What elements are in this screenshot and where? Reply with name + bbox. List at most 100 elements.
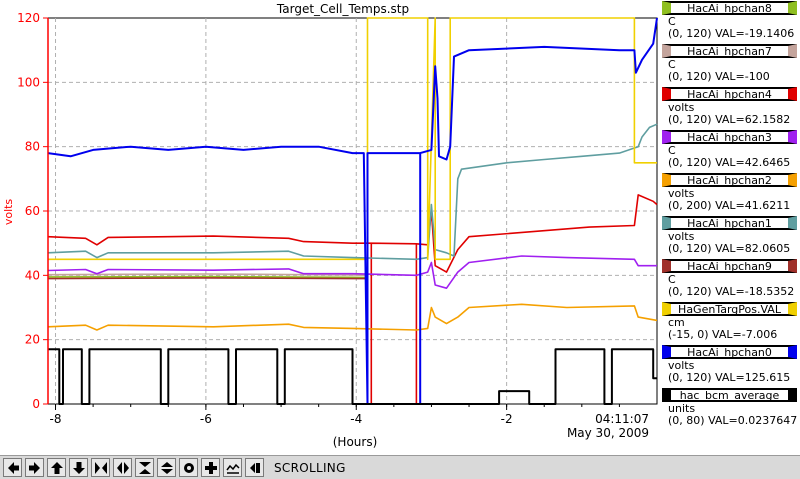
- scrolling-status: SCROLLING: [274, 460, 346, 475]
- legend-readout: VAL=42.6465: [715, 156, 791, 169]
- chart-title: Target_Cell_Temps.stp: [276, 2, 409, 16]
- legend-series-range: (0, 120) VAL=-19.1406: [668, 28, 794, 40]
- legend-entry[interactable]: HaGenTargPos.VAL cm (-15, 0) VAL=-7.006: [658, 301, 800, 344]
- cursor-icon[interactable]: [245, 458, 264, 477]
- legend-series-range: (0, 120) VAL=125.615: [668, 372, 790, 384]
- y-tick-label: 100: [17, 75, 40, 89]
- timestamp-date: May 30, 2009: [567, 426, 649, 440]
- legend-entry[interactable]: hac_bcm_average units (0, 80) VAL=0.023764…: [658, 387, 800, 430]
- legend-series-range: (0, 200) VAL=41.6211: [668, 200, 790, 212]
- x-tick-label: -2: [501, 412, 513, 426]
- legend-entry[interactable]: HacAi_hpchan1 volts (0, 120) VAL=82.0605: [658, 215, 800, 258]
- series-line-hacai-hpchan1: [47, 123, 658, 261]
- legend-readout: VAL=62.1582: [715, 113, 791, 126]
- legend-series-name[interactable]: HacAi_hpchan8: [662, 1, 797, 15]
- legend-series-units: C: [668, 273, 676, 286]
- y-tick-label: 120: [17, 11, 40, 25]
- time-plot-icon[interactable]: [223, 458, 242, 477]
- legend-series-units: volts: [668, 101, 695, 114]
- trend-plot: Target_Cell_Temps.stp 0 20 40 60 80 100 120 -8 -…: [2, 2, 658, 449]
- y-zoom-out-icon[interactable]: [157, 458, 176, 477]
- legend-series-range: (0, 120) VAL=62.1582: [668, 114, 790, 126]
- legend-readout: VAL=125.615: [715, 371, 791, 384]
- legend-entry[interactable]: HacAi_hpchan8 C (0, 120) VAL=-19.1406: [658, 0, 800, 43]
- legend-range-text: (0, 120): [668, 285, 712, 298]
- y-tick-label: 80: [25, 140, 40, 154]
- x-tick-label: -4: [350, 412, 362, 426]
- series-line-hacai-hpchan4: [47, 194, 658, 405]
- legend-series-units: C: [668, 15, 676, 28]
- legend-series-name[interactable]: HacAi_hpchan0: [662, 345, 797, 359]
- x-tick-label: -8: [50, 412, 62, 426]
- legend-entry[interactable]: HacAi_hpchan7 C (0, 120) VAL=-100: [658, 43, 800, 86]
- legend-readout: VAL=82.0605: [715, 242, 791, 255]
- legend-range-text: (0, 80): [668, 414, 705, 427]
- legend-range-text: (-15, 0): [668, 328, 709, 341]
- legend-series-name[interactable]: HacAi_hpchan7: [662, 44, 797, 58]
- y-tick-label: 0: [32, 397, 40, 411]
- arrow-up-icon[interactable]: [47, 458, 66, 477]
- legend-series-name[interactable]: HacAi_hpchan1: [662, 216, 797, 230]
- series-line-hacai-hpchan8: [47, 275, 368, 279]
- series-line-hacai-hpchan0: [47, 17, 658, 405]
- legend-series-units: volts: [668, 187, 695, 200]
- legend-range-text: (0, 120): [668, 371, 712, 384]
- series-line-hacai-hpchan9: [47, 277, 368, 280]
- legend-series-units: volts: [668, 230, 695, 243]
- legend-series-range: (-15, 0) VAL=-7.006: [668, 329, 777, 341]
- x-zoom-in-icon[interactable]: [91, 458, 110, 477]
- legend-readout: VAL=-19.1406: [715, 27, 795, 40]
- axes: 0 20 40 60 80 100 120 -8 -6 -4 -2: [17, 11, 620, 426]
- x-tick-label: -6: [200, 412, 212, 426]
- legend-range-text: (0, 120): [668, 242, 712, 255]
- legend-range-text: (0, 200): [668, 199, 712, 212]
- legend-series-name[interactable]: HacAi_hpchan9: [662, 259, 797, 273]
- arrow-right-icon[interactable]: [25, 458, 44, 477]
- legend-range-text: (0, 120): [668, 113, 712, 126]
- legend-readout: VAL=-7.006: [712, 328, 778, 341]
- legend-series-name[interactable]: HaGenTargPos.VAL: [662, 302, 797, 316]
- series-line-hac-bcm-average: [48, 348, 657, 405]
- legend-series-units: volts: [668, 359, 695, 372]
- legend-entry[interactable]: HacAi_hpchan4 volts (0, 120) VAL=62.1582: [658, 86, 800, 129]
- series-line-hacai-hpchan7: [47, 273, 368, 277]
- legend-entry[interactable]: HacAi_hpchan3 C (0, 120) VAL=42.6465: [658, 129, 800, 172]
- legend-series-range: (0, 120) VAL=82.0605: [668, 243, 790, 255]
- x-axis-label: (Hours): [333, 435, 378, 449]
- x-zoom-out-icon[interactable]: [113, 458, 132, 477]
- y-tick-label: 40: [25, 268, 40, 282]
- legend-entry[interactable]: HacAi_hpchan2 volts (0, 200) VAL=41.6211: [658, 172, 800, 215]
- legend-entry[interactable]: HacAi_hpchan9 C (0, 120) VAL=-18.5352: [658, 258, 800, 301]
- legend-readout: VAL=-100: [715, 70, 770, 83]
- legend-series-units: units: [668, 402, 696, 415]
- add-icon[interactable]: [201, 458, 220, 477]
- legend-series-name[interactable]: HacAi_hpchan4: [662, 87, 797, 101]
- legend-readout: VAL=0.0237647: [708, 414, 798, 427]
- legend-readout: VAL=-18.5352: [715, 285, 795, 298]
- legend-series-range: (0, 120) VAL=42.6465: [668, 157, 790, 169]
- y-tick-label: 20: [25, 333, 40, 347]
- legend-series-range: (0, 80) VAL=0.0237647: [668, 415, 797, 427]
- timestamp-time: 04:11:07: [595, 412, 649, 426]
- legend-range-text: (0, 120): [668, 156, 712, 169]
- legend-range-text: (0, 120): [668, 27, 712, 40]
- series-line-hacai-hpchan2: [47, 303, 658, 331]
- legend-range-text: (0, 120): [668, 70, 712, 83]
- series-lines: [47, 17, 658, 405]
- arrow-down-icon[interactable]: [69, 458, 88, 477]
- arrow-left-icon[interactable]: [3, 458, 22, 477]
- y-axis-label: volts: [2, 199, 15, 226]
- legend-series-name[interactable]: HacAi_hpchan2: [662, 173, 797, 187]
- y-zoom-in-icon[interactable]: [135, 458, 154, 477]
- legend-series-name[interactable]: HacAi_hpchan3: [662, 130, 797, 144]
- toolbar: SCROLLING: [0, 455, 800, 479]
- legend-series-name[interactable]: hac_bcm_average: [662, 388, 797, 402]
- legend-entry[interactable]: HacAi_hpchan0 volts (0, 120) VAL=125.615: [658, 344, 800, 387]
- series-line-hacai-hpchan3: [47, 255, 657, 290]
- legend-series-units: cm: [668, 316, 685, 329]
- legend-series-range: (0, 120) VAL=-18.5352: [668, 286, 794, 298]
- gridlines: [48, 18, 657, 404]
- legend-readout: VAL=41.6211: [715, 199, 791, 212]
- legend: HacAi_hpchan8 C (0, 120) VAL=-19.1406 HacAi…: [658, 0, 800, 455]
- auto-scale-icon[interactable]: [179, 458, 198, 477]
